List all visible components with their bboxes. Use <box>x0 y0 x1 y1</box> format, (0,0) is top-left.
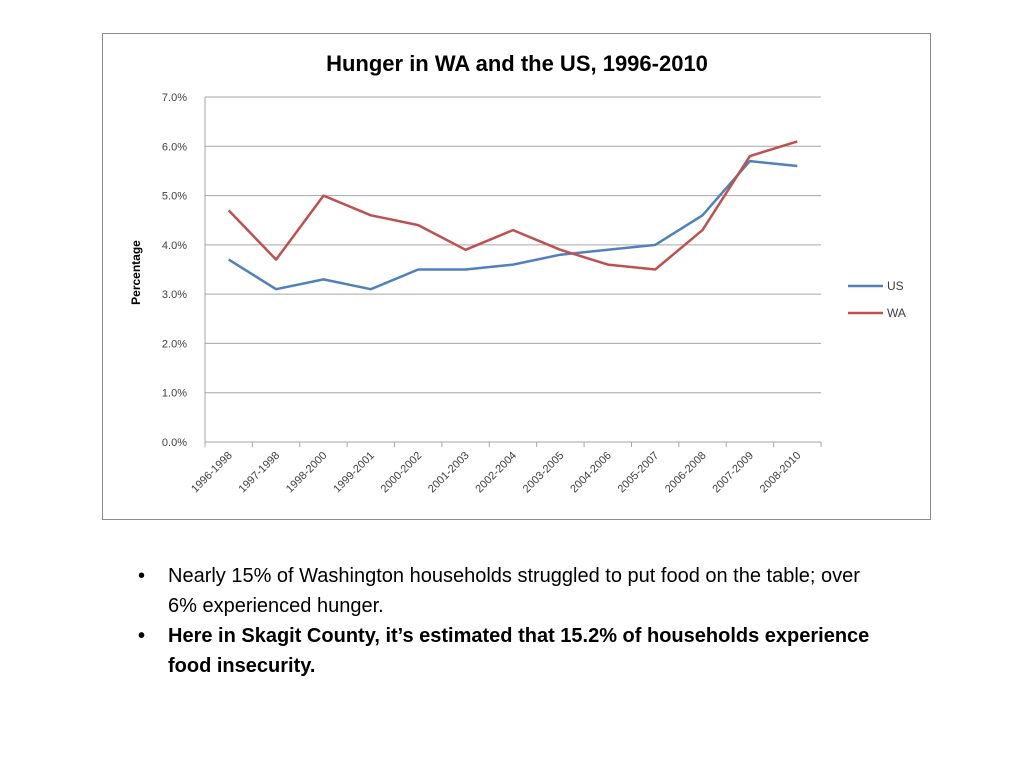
legend-label-wa: WA <box>887 306 906 320</box>
x-tick-label: 2000-2002 <box>379 450 425 496</box>
x-tick-label: 2007-2009 <box>710 450 756 496</box>
y-tick-label: 4.0% <box>162 240 187 252</box>
x-tick-label: 2006-2008 <box>663 450 709 496</box>
series-line-us <box>228 159 798 291</box>
x-tick-label: 2002-2004 <box>473 450 519 496</box>
bullet-text-2: Here in Skagit County, it’s estimated th… <box>168 625 870 677</box>
y-tick-label: 2.0% <box>162 338 187 350</box>
y-axis-label: Percentage <box>129 240 143 305</box>
line-chart: Hunger in WA and the US, 1996-2010 0.0% 1.… <box>129 51 906 496</box>
x-tick-label: 1997-1998 <box>237 450 283 496</box>
y-tick-label: 0.0% <box>162 437 187 449</box>
x-tick-label: 2008-2010 <box>758 450 804 496</box>
legend-label-us: US <box>887 279 904 293</box>
series-line-wa <box>227 140 798 271</box>
bullet-item-1: • Nearly 15% of Washington households st… <box>134 561 894 621</box>
y-tick-label: 3.0% <box>162 289 187 301</box>
y-tick-label: 5.0% <box>162 191 187 203</box>
bullet-list: • Nearly 15% of Washington households st… <box>134 561 894 681</box>
x-tick-label: 2004-2006 <box>568 450 614 496</box>
x-tick-label: 2005-2007 <box>616 450 662 496</box>
chart-frame: Hunger in WA and the US, 1996-2010 0.0% 1.… <box>102 33 931 520</box>
x-tick-label: 2001-2003 <box>426 450 472 496</box>
chart-title: Hunger in WA and the US, 1996-2010 <box>326 51 708 76</box>
bullet-point-icon: • <box>138 565 146 587</box>
bullet-text-1: Nearly 15% of Washington households stru… <box>168 565 860 617</box>
bullet-point-icon: • <box>138 625 146 647</box>
y-tick-label: 1.0% <box>162 388 187 400</box>
x-tick-label: 1998-2000 <box>284 450 330 496</box>
bullet-item-2: • Here in Skagit County, it’s estimated … <box>134 621 894 681</box>
x-tick-label: 1996-1998 <box>189 450 235 496</box>
y-tick-label: 6.0% <box>162 141 187 153</box>
x-tick-label: 2003-2005 <box>521 450 567 496</box>
x-tick-label: 1999-2001 <box>331 450 377 496</box>
y-tick-label: 7.0% <box>162 92 187 104</box>
